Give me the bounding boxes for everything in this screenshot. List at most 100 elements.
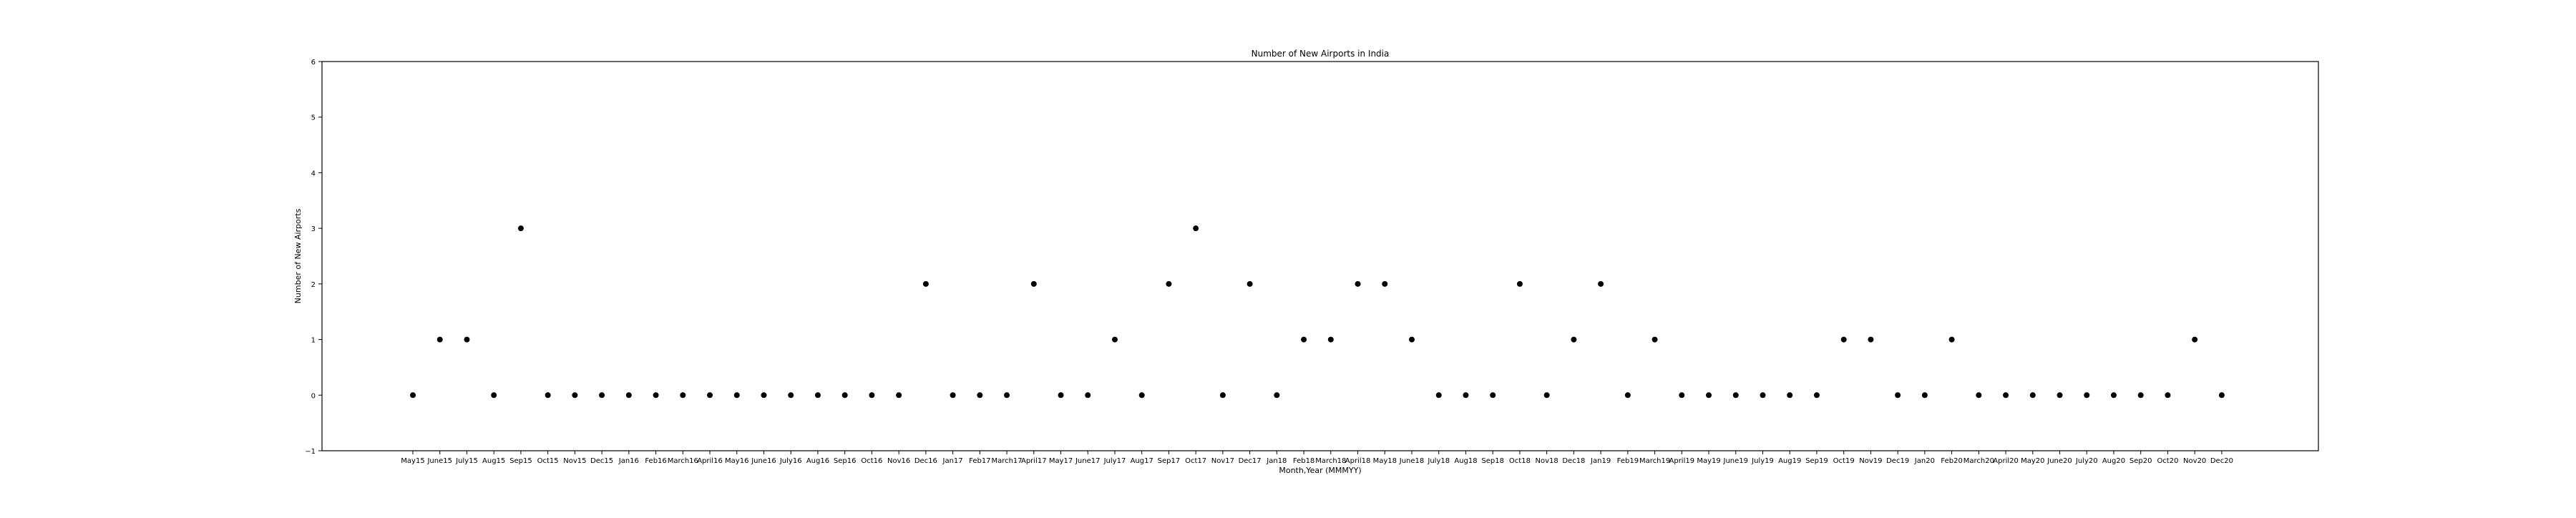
y-tick-label: 5 [311,114,316,122]
data-point [1030,280,1037,287]
chart-title: Number of New Airports in India [1252,49,1390,59]
x-tick-label: Aug19 [1778,457,1801,465]
data-point [1652,336,1658,343]
data-point [680,392,686,399]
data-point [1004,392,1010,399]
x-tick-label: Feb18 [1293,457,1314,465]
data-point [2029,392,2036,399]
x-tick-label: July16 [779,457,802,465]
x-tick-label: Nov19 [1859,457,1882,465]
x-tick-label: Aug18 [1454,457,1477,465]
data-point [1840,336,1847,343]
x-tick-label: May20 [2021,457,2044,465]
data-point [1868,336,1874,343]
data-point [1948,336,1955,343]
x-tick-label: July15 [455,457,478,465]
x-tick-label: Aug16 [806,457,829,465]
data-point [1760,392,1766,399]
x-tick-label: Feb17 [969,457,990,465]
data-point [1571,336,1577,343]
data-point [1058,392,1064,399]
x-tick-label: Sep18 [1481,457,1504,465]
x-tick-label: Oct19 [1833,457,1855,465]
data-point [1327,336,1334,343]
data-point [1274,392,1280,399]
data-point [2110,392,2117,399]
x-tick-label: Dec15 [590,457,613,465]
x-tick-label: March19 [1639,457,1670,465]
data-point [977,392,983,399]
x-tick-label: Jan17 [942,457,963,465]
data-point [1219,392,1226,399]
x-tick-label: Oct17 [1185,457,1206,465]
data-point [1246,280,1253,287]
x-tick-label: Jan18 [1266,457,1287,465]
data-point [869,392,875,399]
x-tick-label: Feb16 [645,457,666,465]
x-tick-label: March17 [991,457,1022,465]
data-point [2057,392,2063,399]
x-tick-label: May15 [401,457,424,465]
data-point [1355,280,1361,287]
data-point [1624,392,1631,399]
data-point [761,392,767,399]
y-axis-label: Number of New Airports [293,208,303,303]
data-point [2192,336,2198,343]
y-tick-label: 1 [311,337,316,345]
data-point [653,392,659,399]
x-tick-label: Dec19 [1886,457,1909,465]
data-point [1732,392,1739,399]
x-tick-label: July20 [2075,457,2098,465]
data-points [410,225,2225,399]
y-tick-label: 2 [311,281,316,289]
data-point [572,392,578,399]
data-point [599,392,605,399]
x-tick-label: Sep20 [2129,457,2152,465]
x-tick-label: June19 [1723,457,1749,465]
data-point [1787,392,1793,399]
data-point [1598,280,1604,287]
x-tick-label: Sep19 [1805,457,1828,465]
x-tick-label: June15 [426,457,452,465]
data-point [1543,392,1550,399]
x-tick-label: May19 [1697,457,1720,465]
x-tick-label: Dec18 [1562,457,1585,465]
y-axis-ticks: −1 0 1 2 3 4 5 6 [305,59,322,456]
data-point [1895,392,1901,399]
x-tick-label: Aug20 [2102,457,2125,465]
x-tick-label: Nov18 [1536,457,1558,465]
data-point [1138,392,1145,399]
x-tick-label: Nov20 [2183,457,2206,465]
data-point [814,392,821,399]
x-tick-label: May16 [725,457,748,465]
x-tick-label: Jan20 [1914,457,1935,465]
x-tick-label: June17 [1075,457,1101,465]
y-tick-label: −1 [305,448,316,456]
x-tick-label: April16 [697,457,723,465]
x-tick-label: Jan19 [1590,457,1611,465]
x-tick-label: April18 [1345,457,1371,465]
data-point [1301,336,1307,343]
data-point [1193,225,1199,232]
x-tick-label: April20 [1993,457,2019,465]
data-point [2165,392,2171,399]
data-point [1409,336,1415,343]
x-tick-label: Oct16 [861,457,882,465]
x-tick-label: Dec16 [914,457,937,465]
x-tick-label: April19 [1669,457,1695,465]
x-tick-label: Sep17 [1158,457,1181,465]
x-tick-label: March20 [1963,457,1994,465]
data-point [436,336,443,343]
x-tick-label: July19 [1751,457,1774,465]
x-tick-label: June18 [1399,457,1425,465]
data-point [2084,392,2090,399]
data-point [1111,336,1118,343]
data-point [1921,392,1928,399]
data-point [1490,392,1496,399]
data-point [841,392,848,399]
data-point [1813,392,1820,399]
data-point [733,392,740,399]
data-point [464,336,470,343]
x-tick-label: Nov16 [887,457,910,465]
